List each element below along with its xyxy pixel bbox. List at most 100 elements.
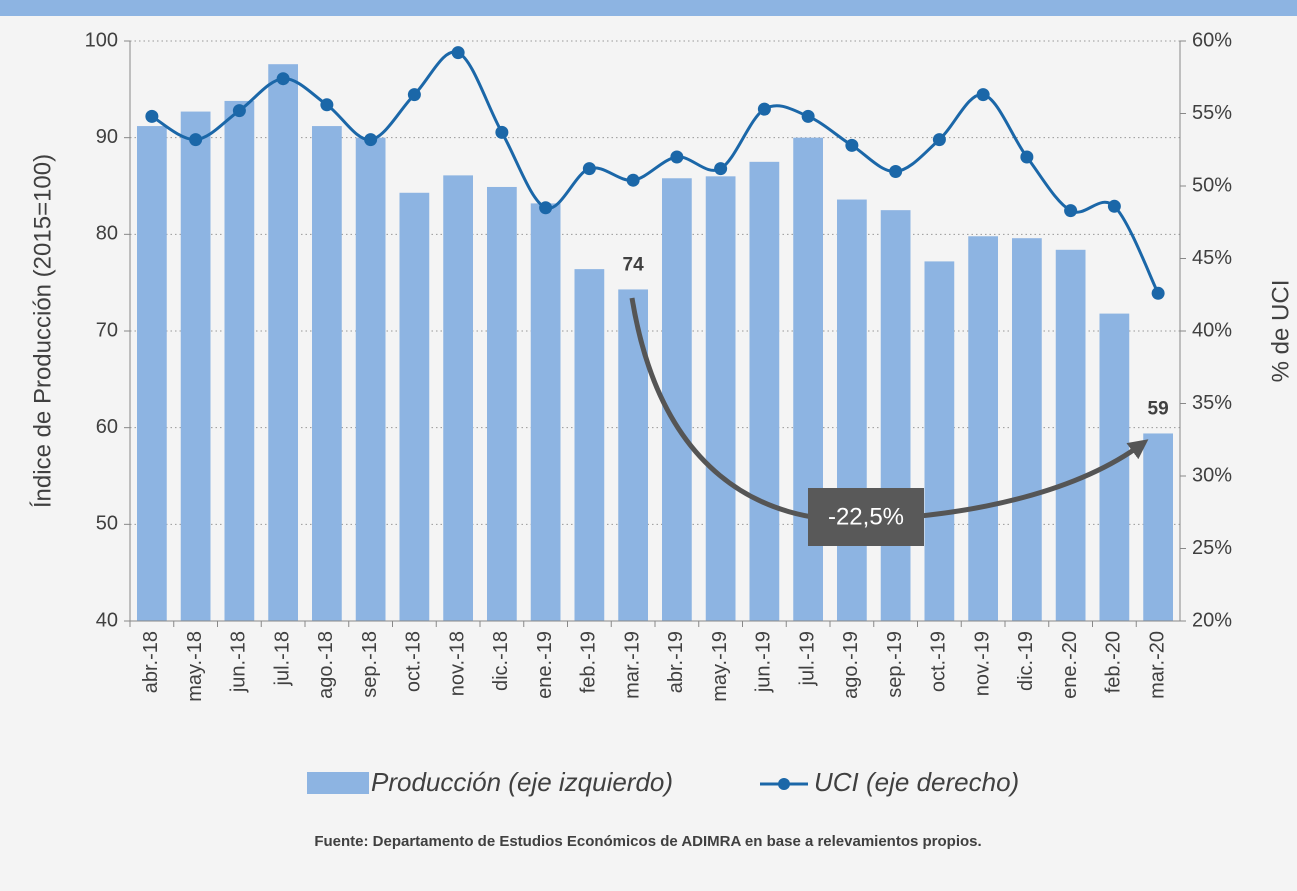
y-tick-label: 60	[96, 416, 118, 438]
x-tick-label: abr.-19	[665, 631, 687, 693]
bar	[793, 137, 823, 621]
bar	[530, 203, 561, 621]
y2-tick-label: 50%	[1192, 174, 1232, 196]
y-tick-label: 40	[96, 609, 118, 631]
x-tick-label: oct.-18	[403, 631, 425, 692]
y2-tick-label: 25%	[1192, 537, 1232, 559]
plot: 40 50 60 70 80 90 100 20% 25% 30% 35% 40% 45% 50% 55% 6…	[85, 29, 1233, 701]
line-marker	[626, 173, 640, 187]
y2-tick-label: 60%	[1192, 29, 1232, 51]
x-tick-label: mar.-19	[621, 631, 643, 699]
line-marker	[495, 125, 509, 139]
x-tick-label: may.-19	[709, 631, 731, 702]
y2-tick-label: 20%	[1192, 609, 1232, 631]
y-tick-label: 90	[96, 126, 118, 148]
x-tick-label: ago.-18	[315, 631, 337, 699]
line-marker	[1064, 204, 1078, 218]
bar	[618, 289, 648, 621]
line	[151, 50, 1160, 294]
line-marker	[845, 138, 859, 152]
bar	[705, 176, 736, 622]
annotation: -22,5%	[828, 503, 904, 530]
y2-tick-label: 40%	[1192, 319, 1232, 341]
line-marker	[407, 88, 421, 102]
x-tick-label: jul.-19	[796, 631, 818, 686]
x-tick-label: oct.-19	[928, 631, 950, 692]
line-marker	[976, 88, 990, 102]
bar	[837, 199, 867, 622]
bar	[487, 186, 517, 621]
x-tick-label: jun.-19	[753, 631, 775, 693]
x-tick-label: feb.-19	[578, 631, 600, 693]
bar	[1143, 433, 1173, 621]
legend-label: Producción (eje izquierdo)	[371, 767, 673, 797]
bar	[924, 261, 955, 621]
bar	[355, 137, 386, 621]
y2-axis-title: % de UCI	[1267, 280, 1294, 383]
line-marker	[714, 162, 728, 176]
line-marker	[276, 72, 290, 86]
line-marker	[145, 109, 159, 123]
line-marker	[1107, 199, 1121, 213]
line-marker	[232, 104, 246, 118]
bar	[1055, 249, 1086, 622]
x-tick-label: nov.-19	[971, 631, 993, 696]
bar	[180, 111, 211, 622]
legend-swatch	[307, 772, 369, 794]
line-marker	[451, 46, 465, 60]
bar	[662, 178, 692, 621]
line-marker	[757, 102, 771, 116]
bar	[574, 269, 605, 621]
x-tick-label: feb.-20	[1103, 631, 1125, 693]
y2-tick-label: 30%	[1192, 464, 1232, 486]
y-axis-title: Índice de Producción (2015=100)	[29, 154, 56, 508]
y-tick-label: 80	[96, 223, 118, 245]
y-tick-label: 70	[96, 319, 118, 341]
x-tick-label: may.-18	[184, 631, 206, 702]
line-marker	[189, 133, 203, 147]
y2-tick-label: 45%	[1192, 247, 1232, 269]
top-band	[0, 0, 1297, 16]
line-marker	[582, 162, 596, 176]
bar	[399, 192, 430, 621]
legend-label: UCI (eje derecho)	[814, 767, 1019, 797]
y2-tick-label: 35%	[1192, 392, 1232, 414]
bar	[1012, 238, 1042, 621]
x-tick-label: ago.-19	[840, 631, 862, 699]
y-tick-label: 100	[85, 29, 118, 51]
line-marker	[539, 201, 553, 215]
x-tick-label: jun.-18	[228, 631, 250, 693]
annotation-box	[808, 488, 924, 546]
bar	[749, 161, 780, 622]
data-label: 74	[623, 254, 645, 275]
line-marker	[801, 109, 815, 123]
x-tick-label: ene.-19	[534, 631, 556, 699]
bar	[968, 236, 998, 621]
bar	[137, 126, 167, 622]
x-tick-label: jul.-18	[271, 631, 293, 686]
line-marker	[932, 133, 946, 147]
line-marker	[320, 98, 334, 112]
x-tick-label: nov.-18	[446, 631, 468, 696]
x-tick-label: sep.-18	[359, 631, 381, 698]
x-tick-label: dic.-19	[1015, 631, 1037, 691]
y-tick-label: 50	[96, 513, 118, 535]
line-marker	[670, 150, 684, 164]
legend-marker	[778, 778, 790, 790]
bar	[224, 100, 255, 621]
bar	[312, 126, 342, 622]
x-tick-label: abr.-18	[140, 631, 162, 693]
line-marker	[889, 165, 903, 178]
x-tick-label: sep.-19	[884, 631, 906, 698]
bar	[268, 64, 298, 621]
line-marker	[1020, 150, 1034, 164]
x-tick-label: mar.-20	[1146, 631, 1168, 699]
line-marker	[1151, 286, 1165, 300]
data-label: 59	[1148, 398, 1169, 419]
y2-tick-label: 55%	[1192, 102, 1232, 124]
x-tick-label: dic.-18	[490, 631, 512, 691]
bar	[443, 175, 473, 621]
x-tick-label: ene.-20	[1059, 631, 1081, 699]
